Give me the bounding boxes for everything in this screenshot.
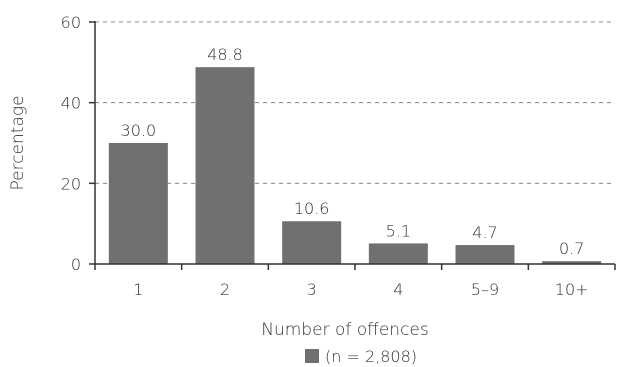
bars — [108, 67, 602, 264]
x-tick-label: 1 — [133, 280, 143, 299]
data-label: 48.8 — [207, 45, 243, 64]
x-axis-title: Number of offences — [261, 320, 429, 340]
y-tick-label: 0 — [71, 255, 81, 274]
bar — [368, 243, 428, 264]
x-tick-label: 2 — [220, 280, 230, 299]
x-tick-label: 3 — [307, 280, 317, 299]
data-label: 5.1 — [386, 221, 411, 240]
gridlines — [95, 21, 615, 184]
x-tick-labels: 1 2 3 4 5–9 10+ — [133, 280, 588, 299]
legend-swatch — [305, 349, 319, 363]
data-label: 0.7 — [559, 239, 584, 258]
x-tick-label: 5–9 — [471, 280, 499, 299]
x-tick-label: 10+ — [555, 280, 589, 299]
data-label: 30.0 — [121, 121, 157, 140]
bar — [455, 245, 515, 264]
y-axis-title: Percentage — [8, 95, 28, 190]
bar — [542, 261, 602, 264]
axes — [89, 21, 616, 270]
data-labels: 30.0 48.8 10.6 5.1 4.7 0.7 — [121, 45, 585, 258]
bar — [282, 221, 342, 264]
data-label: 10.6 — [294, 199, 330, 218]
legend: (n = 2,808) — [305, 347, 417, 366]
y-tick-label: 60 — [61, 13, 81, 32]
bar — [108, 143, 168, 264]
y-tick-labels: 0 20 40 60 — [61, 13, 81, 274]
bar — [195, 67, 255, 264]
x-tick-label: 4 — [393, 280, 403, 299]
data-label: 4.7 — [472, 223, 497, 242]
legend-label: (n = 2,808) — [325, 347, 417, 366]
y-tick-label: 20 — [61, 174, 81, 193]
y-tick-label: 40 — [61, 94, 81, 113]
